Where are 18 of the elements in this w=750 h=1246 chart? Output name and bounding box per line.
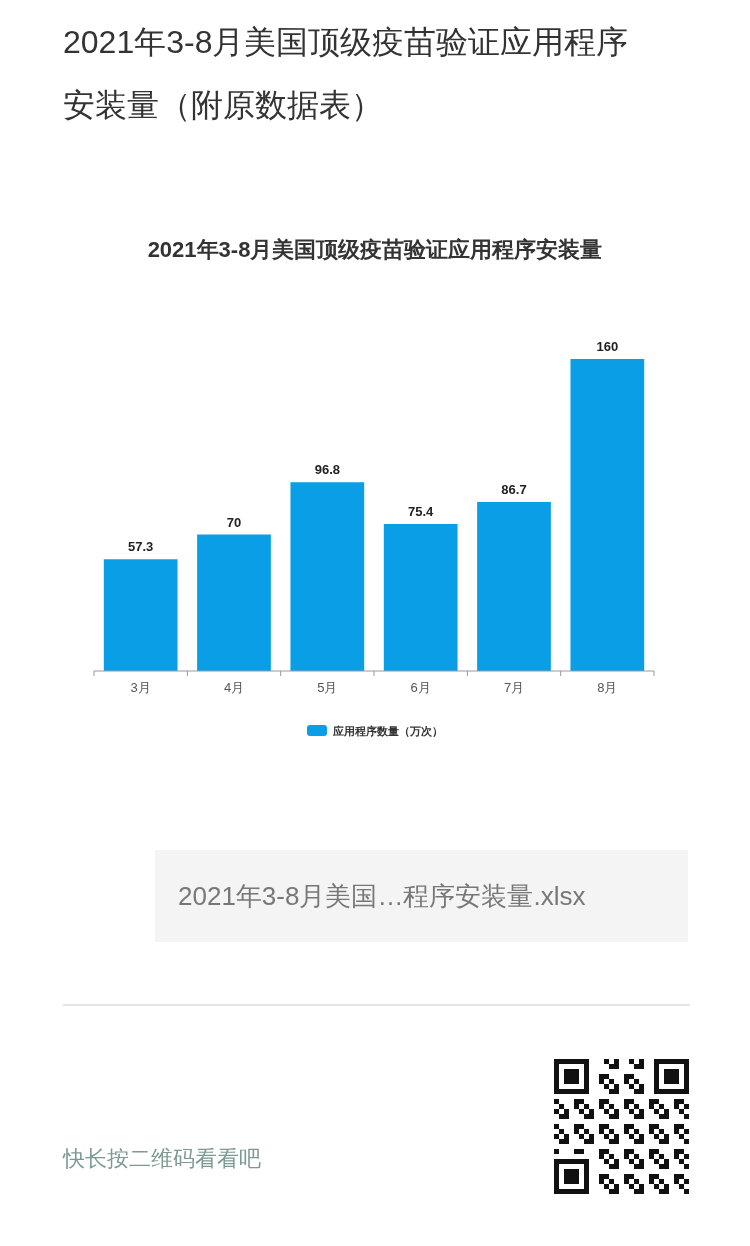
x-tick-label: 4月 <box>223 680 245 695</box>
x-tick-label: 8月 <box>597 680 618 695</box>
legend: 应用程序数量（万次） <box>307 725 443 737</box>
chart-title: 2021年3-8月美国顶级疫苗验证应用程序安装量 <box>147 237 603 262</box>
data-label: 70 <box>226 514 242 530</box>
legend-label: 应用程序数量（万次） <box>332 725 443 738</box>
data-label: 57.3 <box>128 539 154 555</box>
data-label: 75.4 <box>408 503 435 519</box>
data-label: 160 <box>596 339 619 354</box>
data-label: 96.8 <box>314 462 340 478</box>
text: 快长按二维码看看吧 <box>63 1145 261 1173</box>
file-card: 2021年3-8月美国…程序安装量.xlsx <box>155 850 688 942</box>
x-tick-label: 5月 <box>317 680 338 695</box>
text: 2021年3-8月美国顶级疫苗验证应用程序安装量（附原数据表） <box>63 23 630 125</box>
x-tick-label: 6月 <box>410 680 431 695</box>
x-tick-label: 3月 <box>130 680 151 695</box>
x-tick-label: 7月 <box>503 680 525 695</box>
data-label: 86.7 <box>501 481 527 497</box>
